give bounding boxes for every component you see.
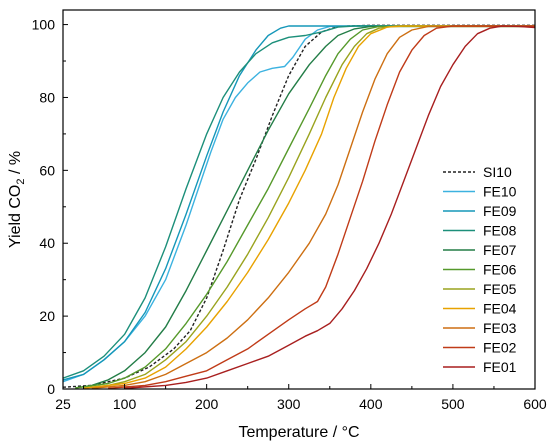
x-tick-label: 400 [359, 396, 383, 412]
series-line-fe01 [124, 25, 536, 389]
x-tick-label: 25 [55, 396, 71, 412]
x-tick-label: 100 [113, 396, 137, 412]
legend-label-fe05: FE05 [483, 281, 517, 297]
legend-label-fe09: FE09 [483, 203, 517, 219]
x-tick-label: 200 [195, 396, 219, 412]
series-line-fe08 [62, 25, 535, 379]
y-tick-label: 80 [39, 89, 55, 105]
legend-label-fe07: FE07 [483, 242, 517, 258]
y-tick-label: 40 [39, 235, 55, 251]
y-tick-label: 60 [39, 162, 55, 178]
series-line-fe02 [108, 25, 535, 389]
y-axis-title-subscript: 2 [15, 179, 27, 185]
plot-frame [62, 9, 536, 390]
legend-label-fe10: FE10 [483, 184, 517, 200]
x-tick-label: 600 [523, 396, 547, 412]
y-axis-title-main: Yield CO [7, 185, 24, 248]
y-axis-title-unit: / % [7, 151, 24, 179]
series-line-fe07 [75, 25, 535, 389]
axis-ticks: 25 100 200 300 400 500 600 0 20 40 60 80 100 [32, 17, 547, 412]
series-line-fe04 [83, 25, 535, 389]
y-tick-label: 20 [39, 308, 55, 324]
legend-label-fe06: FE06 [483, 262, 517, 278]
legend: SI10 FE10 FE09 FE08 FE07 FE06 FE05 FE04 FE03 FE02… [443, 164, 517, 375]
x-tick-label: 300 [277, 396, 301, 412]
legend-label-fe02: FE02 [483, 340, 517, 356]
legend-label-fe03: FE03 [483, 320, 517, 336]
y-axis-title: Yield CO2 / % [7, 151, 27, 248]
series-line-fe03 [91, 25, 535, 389]
legend-label-si10: SI10 [483, 164, 512, 180]
y-tick-label: 0 [47, 381, 55, 397]
y-tick-label: 100 [32, 17, 56, 33]
x-axis-title: Temperature / °C [238, 424, 359, 441]
series-line-fe09 [62, 25, 535, 381]
legend-label-fe01: FE01 [483, 359, 517, 375]
series-line-si10 [62, 24, 535, 388]
series-line-fe06 [75, 25, 535, 389]
plot-lines [62, 24, 536, 389]
series-line-fe05 [83, 25, 535, 389]
x-tick-label: 500 [441, 396, 465, 412]
legend-label-fe08: FE08 [483, 223, 517, 239]
legend-label-fe04: FE04 [483, 301, 517, 317]
